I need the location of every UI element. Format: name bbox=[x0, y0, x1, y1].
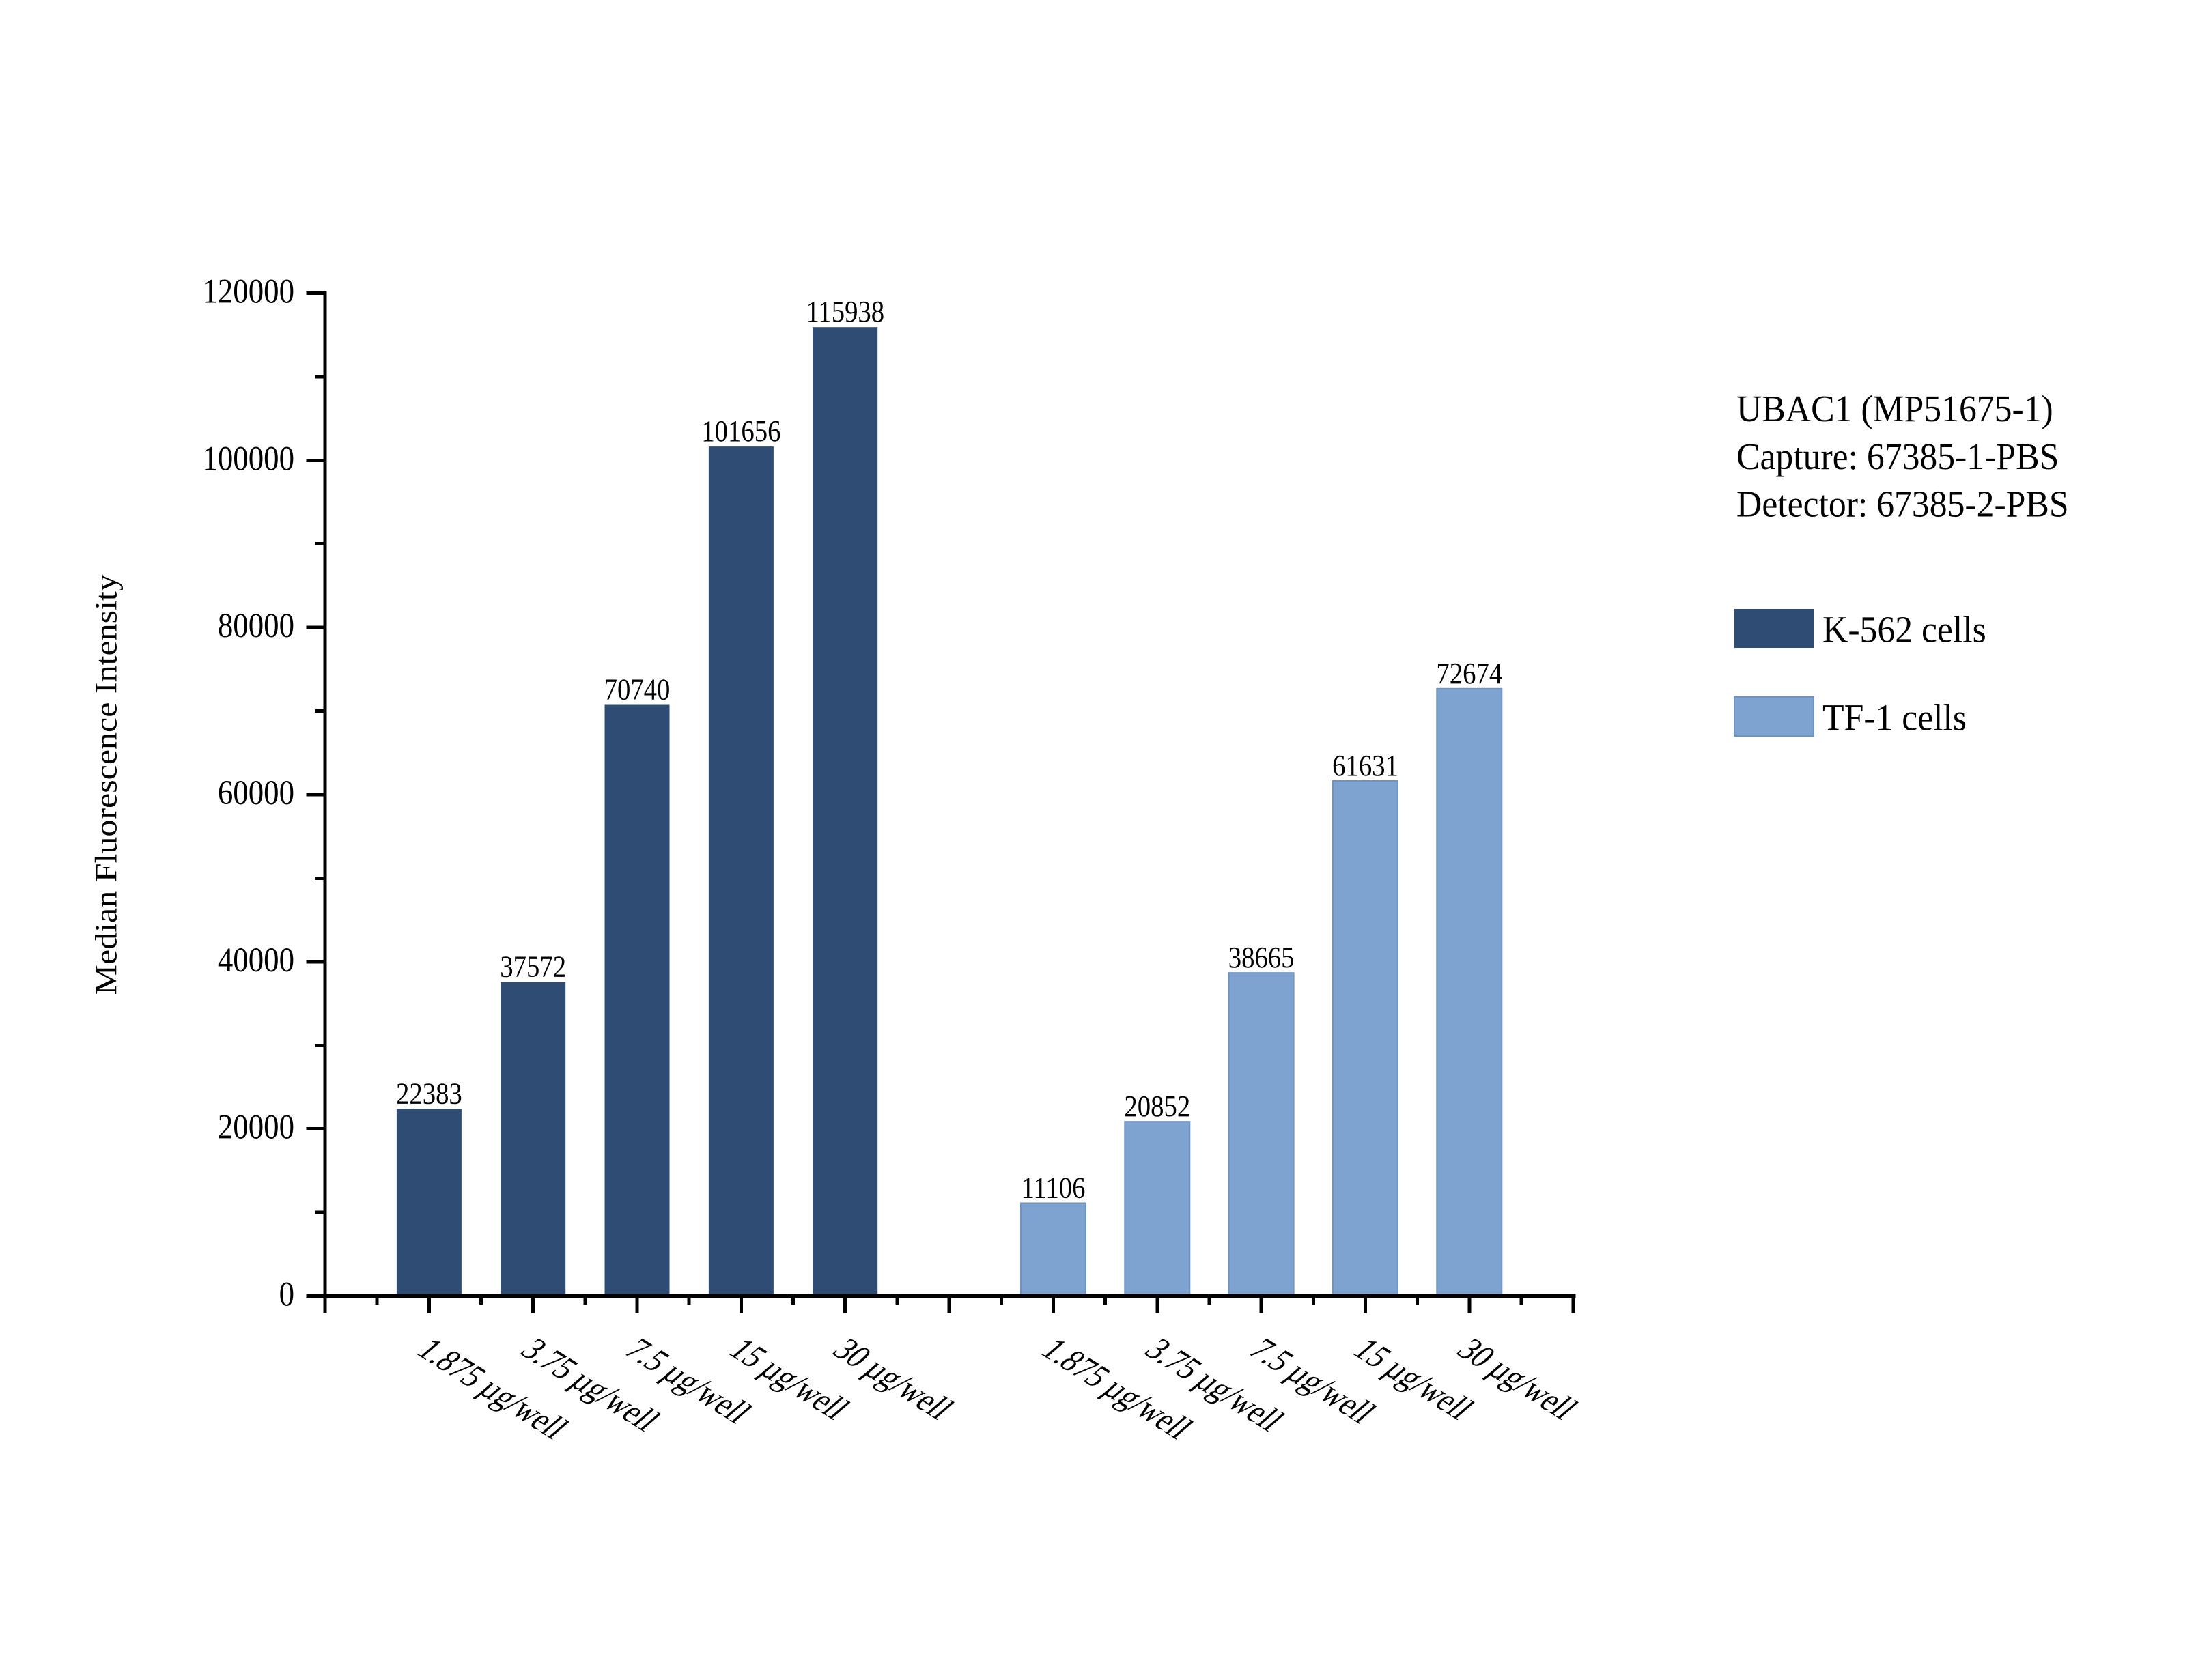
svg-text:37572: 37572 bbox=[500, 950, 566, 983]
svg-text:115938: 115938 bbox=[806, 295, 884, 328]
svg-text:100000: 100000 bbox=[202, 440, 294, 478]
svg-text:80000: 80000 bbox=[218, 607, 294, 645]
svg-text:61631: 61631 bbox=[1332, 749, 1398, 782]
svg-text:72674: 72674 bbox=[1436, 657, 1502, 690]
svg-text:38665: 38665 bbox=[1228, 941, 1295, 974]
svg-text:Median Fluorescence Intensity: Median Fluorescence Intensity bbox=[89, 574, 124, 995]
svg-text:K-562 cells: K-562 cells bbox=[1822, 608, 1986, 651]
svg-text:Detector: 67385-2-PBS: Detector: 67385-2-PBS bbox=[1736, 483, 2069, 525]
svg-text:101656: 101656 bbox=[701, 414, 780, 448]
svg-text:40000: 40000 bbox=[218, 941, 294, 979]
svg-text:20000: 20000 bbox=[218, 1108, 294, 1146]
svg-text:UBAC1 (MP51675-1): UBAC1 (MP51675-1) bbox=[1736, 388, 2053, 430]
svg-text:30 µg/well: 30 µg/well bbox=[825, 1333, 962, 1426]
svg-text:120000: 120000 bbox=[202, 272, 294, 311]
svg-text:0: 0 bbox=[279, 1275, 294, 1313]
svg-text:70740: 70740 bbox=[604, 672, 671, 706]
svg-text:30 µg/well: 30 µg/well bbox=[1449, 1333, 1586, 1426]
svg-text:22383: 22383 bbox=[396, 1077, 462, 1110]
svg-text:Capture: 67385-1-PBS: Capture: 67385-1-PBS bbox=[1736, 435, 2059, 477]
svg-text:60000: 60000 bbox=[218, 773, 294, 812]
svg-text:20852: 20852 bbox=[1124, 1090, 1190, 1123]
svg-text:11106: 11106 bbox=[1022, 1171, 1086, 1204]
svg-text:TF-1 cells: TF-1 cells bbox=[1822, 696, 1967, 739]
